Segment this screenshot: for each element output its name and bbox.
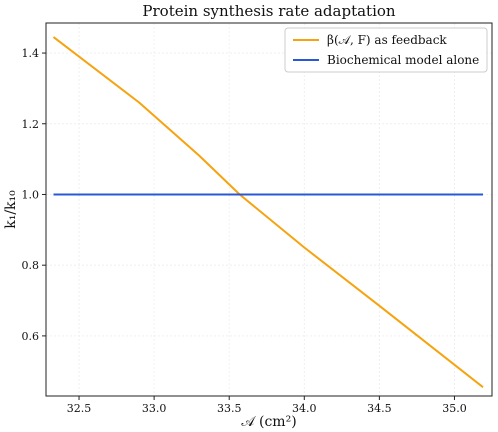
plot-frame	[45, 22, 493, 397]
y-axis-title: k₁/k₁₀	[3, 190, 19, 229]
legend-label-1: Biochemical model alone	[327, 53, 479, 67]
chart-title: Protein synthesis rate adaptation	[142, 2, 395, 20]
y-tick-label: 0.6	[22, 330, 40, 343]
y-tick-label: 1.2	[22, 118, 40, 131]
x-axis-title: 𝒜 (cm²)	[241, 414, 296, 430]
series-line-0	[52, 36, 484, 388]
x-axis-ticks: 32.5 33.0 33.5 34.0 34.5 35.0	[67, 396, 467, 415]
y-tick-label: 0.8	[22, 259, 40, 272]
grid	[46, 23, 492, 396]
y-tick-label: 1.4	[22, 47, 40, 60]
legend-label-0: β(𝒜, F) as feedback	[327, 33, 447, 47]
legend-box	[284, 27, 488, 73]
x-tick-label: 33.5	[217, 402, 242, 415]
x-tick-label: 34.5	[367, 402, 392, 415]
legend: β(𝒜, F) as feedback Biochemical model alo…	[284, 27, 488, 73]
series-layer	[52, 36, 484, 388]
x-tick-label: 34.0	[292, 402, 317, 415]
x-tick-label: 32.5	[67, 402, 92, 415]
y-axis-ticks: 0.6 0.8 1.0 1.2 1.4	[22, 47, 46, 343]
y-tick-label: 1.0	[22, 188, 40, 201]
x-tick-label: 35.0	[442, 402, 467, 415]
x-tick-label: 33.0	[142, 402, 167, 415]
